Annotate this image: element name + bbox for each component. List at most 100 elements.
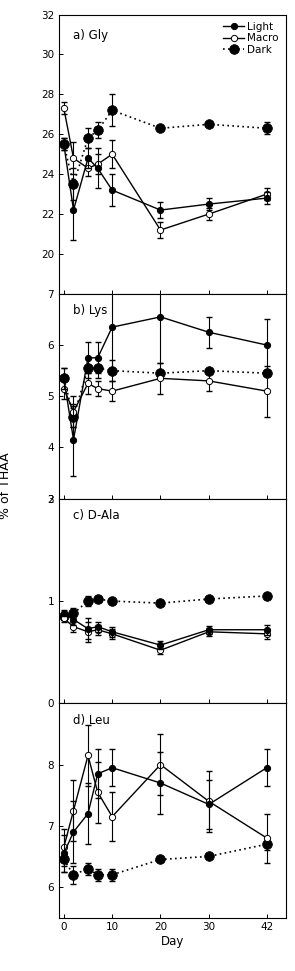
Macro	[86, 162, 90, 174]
Dark	[96, 362, 99, 374]
Light	[265, 624, 268, 636]
Line: Macro: Macro	[61, 105, 270, 233]
Dark	[159, 854, 162, 865]
Macro	[265, 832, 268, 844]
Dark	[110, 105, 114, 117]
Dark	[72, 608, 75, 619]
Dark	[96, 124, 99, 136]
Light	[207, 624, 211, 636]
Line: Dark: Dark	[59, 363, 272, 421]
Macro	[207, 208, 211, 219]
Dark	[86, 362, 90, 374]
Dark	[72, 869, 75, 881]
Macro	[110, 811, 114, 822]
Text: a) Gly: a) Gly	[73, 28, 108, 42]
Macro	[96, 624, 99, 636]
Light	[86, 352, 90, 364]
Light	[159, 639, 162, 651]
Dark	[265, 838, 268, 850]
Dark	[96, 869, 99, 881]
Macro	[159, 645, 162, 656]
Macro	[86, 750, 90, 761]
Dark	[207, 851, 211, 862]
Light	[72, 614, 75, 625]
Dark	[159, 122, 162, 134]
Macro	[110, 385, 114, 397]
Light	[72, 204, 75, 216]
Dark	[110, 365, 114, 377]
Dark	[110, 869, 114, 881]
Light	[96, 162, 99, 174]
Dark	[207, 118, 211, 130]
Text: d) Leu: d) Leu	[73, 715, 109, 727]
Dark	[86, 863, 90, 875]
Light	[62, 608, 65, 619]
Light	[62, 139, 65, 151]
Light	[265, 762, 268, 774]
Line: Light: Light	[61, 764, 270, 856]
Dark	[62, 373, 65, 385]
Dark	[72, 411, 75, 422]
Dark	[207, 365, 211, 377]
Macro	[62, 842, 65, 854]
Macro	[159, 373, 162, 385]
Light	[96, 352, 99, 364]
Macro	[96, 383, 99, 394]
Light	[86, 808, 90, 820]
Dark	[265, 367, 268, 379]
Light	[110, 626, 114, 638]
Macro	[207, 795, 211, 807]
Line: Macro: Macro	[61, 375, 270, 415]
Macro	[110, 149, 114, 160]
Macro	[62, 383, 65, 394]
Macro	[265, 385, 268, 397]
Light	[207, 198, 211, 210]
Line: Dark: Dark	[59, 591, 272, 621]
Macro	[265, 628, 268, 640]
Light	[72, 434, 75, 446]
Macro	[72, 620, 75, 632]
Dark	[265, 122, 268, 134]
Text: c) D-Ala: c) D-Ala	[73, 509, 119, 521]
Macro	[207, 375, 211, 386]
Dark	[96, 593, 99, 605]
Macro	[110, 628, 114, 640]
Macro	[96, 158, 99, 170]
Light	[110, 762, 114, 774]
Dark	[265, 590, 268, 602]
Light	[159, 777, 162, 788]
Dark	[86, 132, 90, 144]
Macro	[265, 188, 268, 200]
Macro	[159, 758, 162, 770]
Light	[62, 848, 65, 859]
Macro	[86, 378, 90, 389]
Macro	[86, 626, 90, 638]
Macro	[72, 152, 75, 164]
Light	[86, 622, 90, 634]
Dark	[72, 179, 75, 190]
Light	[96, 768, 99, 780]
Line: Dark: Dark	[59, 839, 272, 880]
Text: b) Lys: b) Lys	[73, 304, 107, 318]
Legend: Light, Macro, Dark: Light, Macro, Dark	[221, 19, 281, 57]
Light	[72, 826, 75, 838]
Dark	[159, 597, 162, 609]
Macro	[72, 406, 75, 418]
Line: Dark: Dark	[59, 106, 272, 189]
Light	[265, 339, 268, 351]
X-axis label: Day: Day	[161, 935, 184, 949]
Dark	[62, 611, 65, 622]
Macro	[96, 787, 99, 798]
Light	[159, 204, 162, 216]
Line: Light: Light	[61, 314, 270, 443]
Light	[207, 326, 211, 338]
Light	[96, 620, 99, 632]
Macro	[72, 805, 75, 817]
Dark	[62, 139, 65, 151]
Light	[265, 192, 268, 204]
Macro	[62, 613, 65, 624]
Line: Macro: Macro	[61, 616, 270, 653]
Line: Light: Light	[61, 610, 270, 649]
Dark	[110, 595, 114, 607]
Macro	[159, 224, 162, 236]
